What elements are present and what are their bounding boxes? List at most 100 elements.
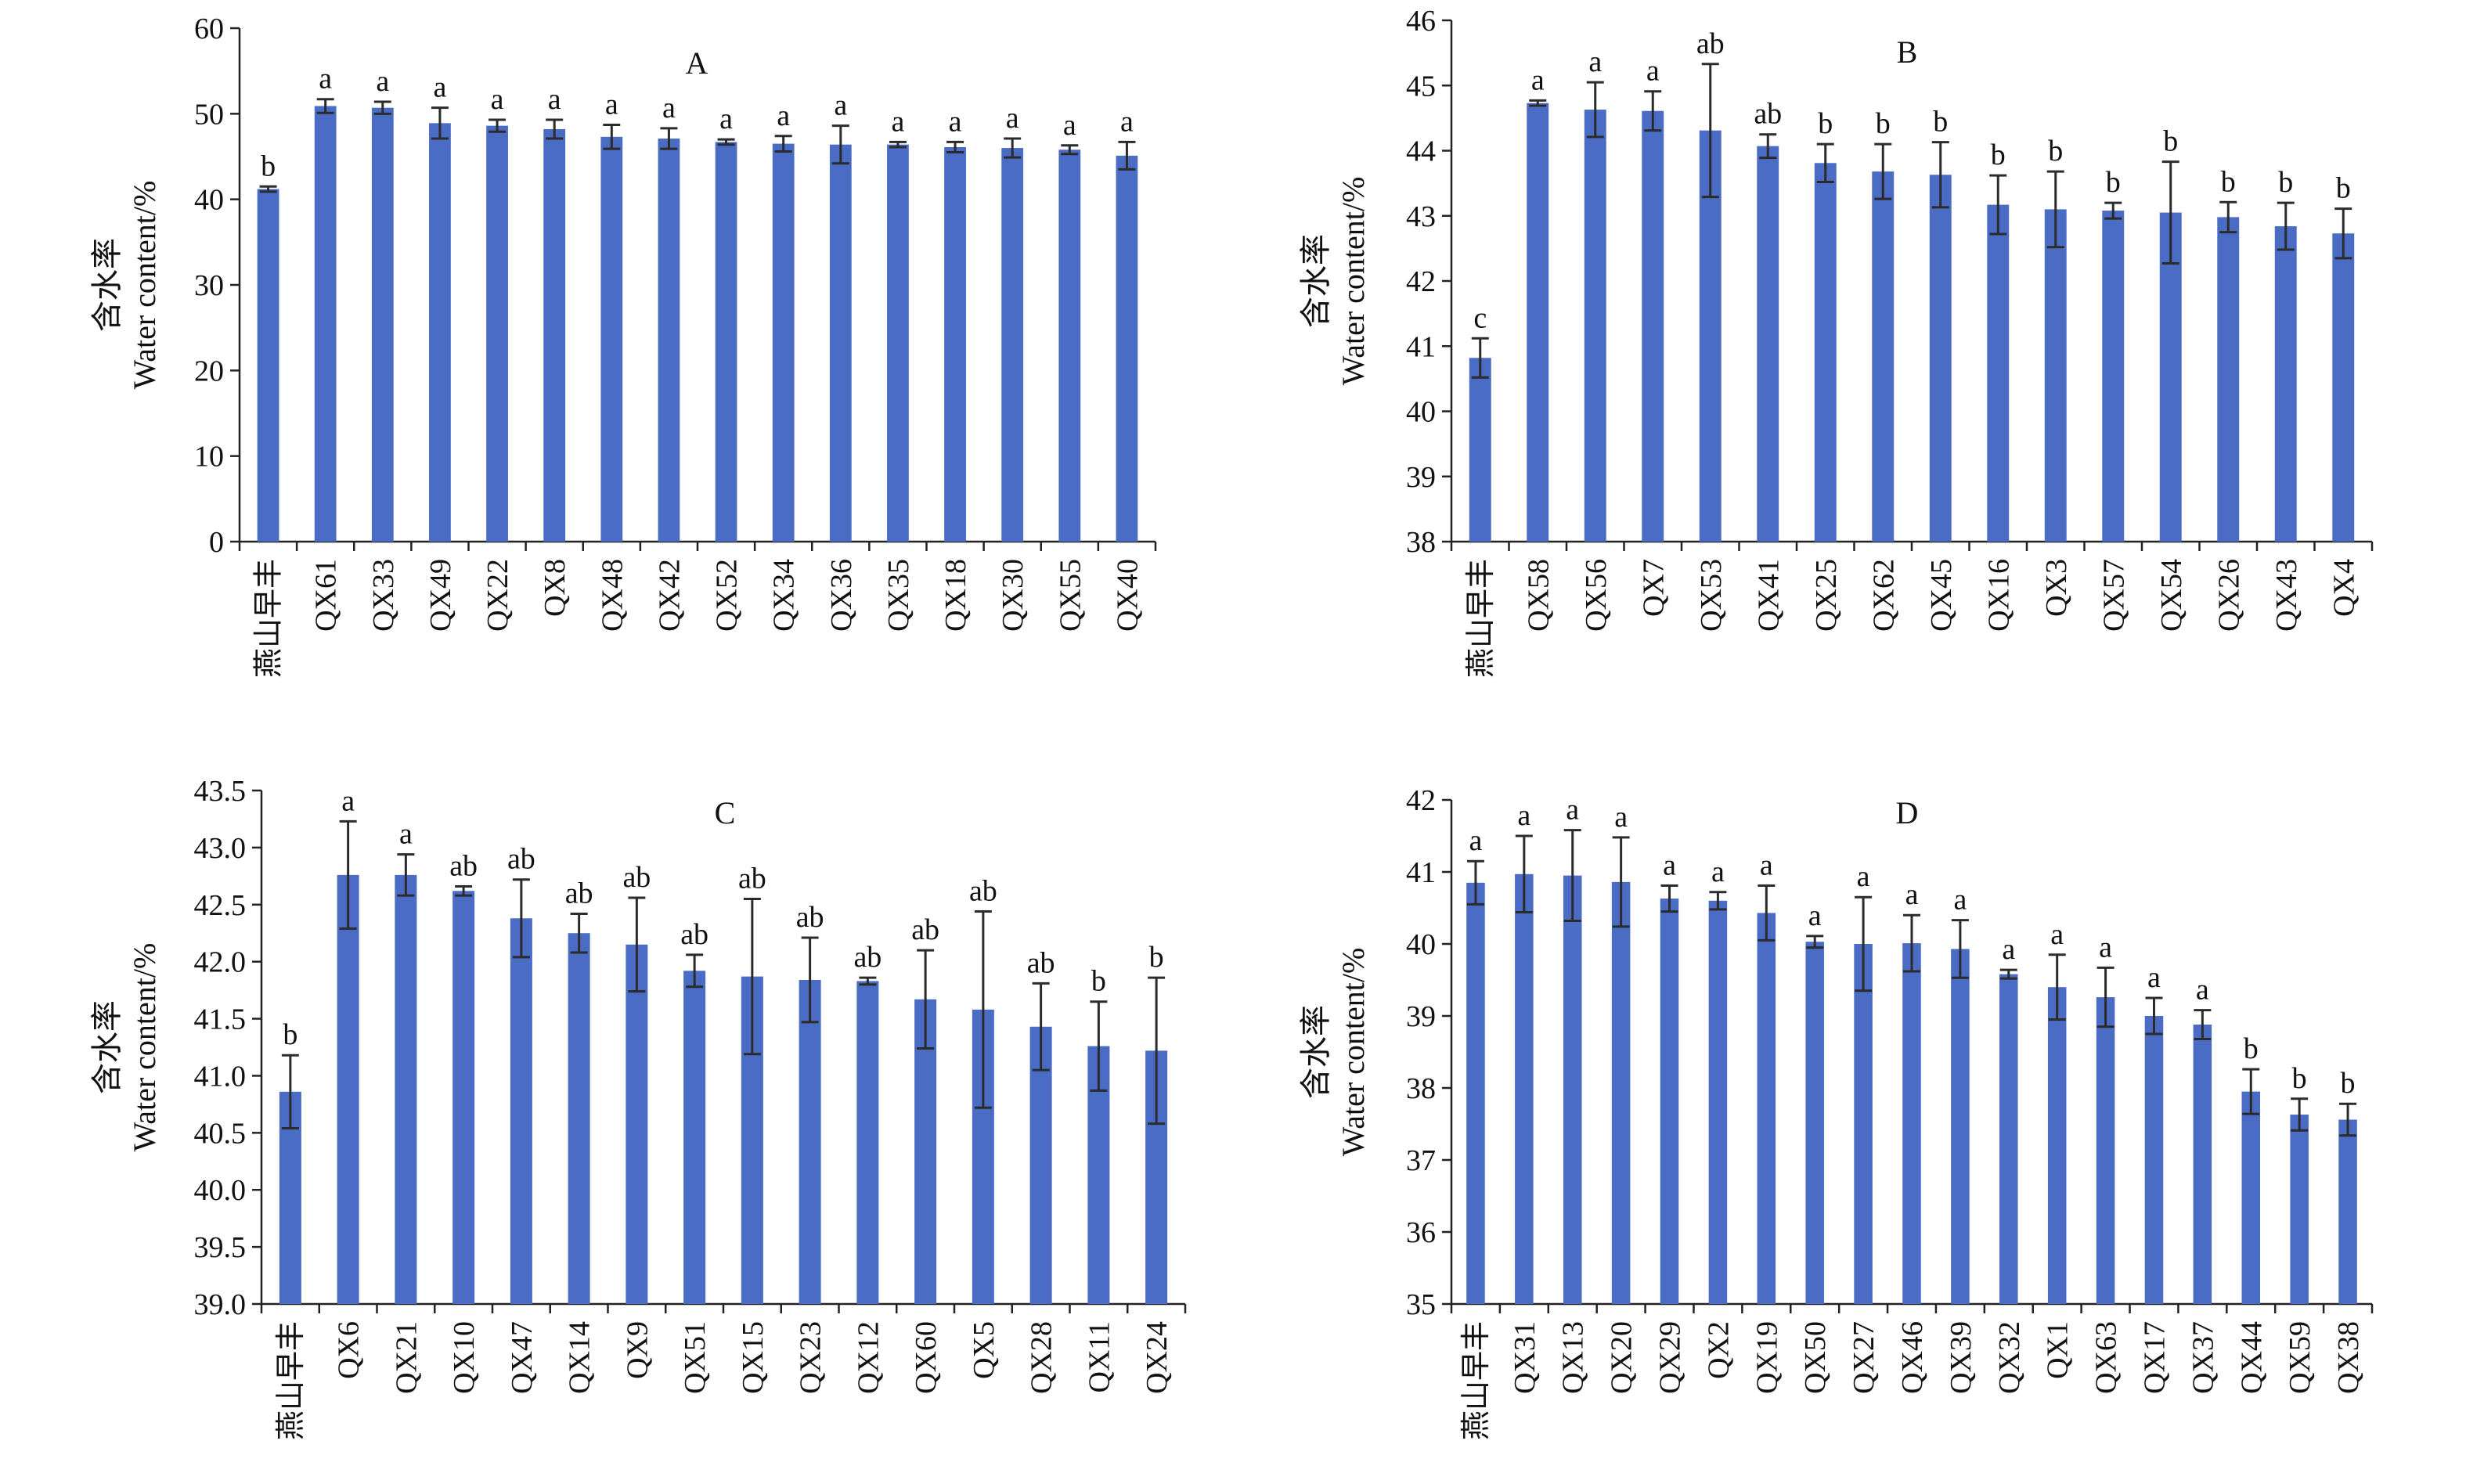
significance-label: a bbox=[777, 99, 790, 132]
bar bbox=[2338, 1119, 2357, 1304]
category-label: QX4 bbox=[2327, 559, 2360, 617]
category-label: QX21 bbox=[390, 1321, 423, 1394]
significance-label: b bbox=[261, 149, 276, 182]
bar bbox=[1951, 949, 1970, 1304]
bar bbox=[2193, 1025, 2212, 1304]
y-axis-title-cn: 含水率 bbox=[1298, 1005, 1333, 1099]
significance-label: ab bbox=[969, 875, 997, 908]
y-tick-label: 43 bbox=[1406, 200, 1436, 233]
category-label: QX50 bbox=[1799, 1321, 1832, 1394]
bar bbox=[510, 918, 532, 1304]
chart-panel-b: 38 39 40 41 42 43 44 45 46 c 燕山早丰 a QX58 a QX56 a QX7 ab Q… bbox=[1298, 5, 2374, 678]
category-label: QX59 bbox=[2284, 1321, 2316, 1394]
category-label: QX6 bbox=[333, 1321, 366, 1379]
panel-title: A bbox=[686, 45, 708, 81]
category-label: QX43 bbox=[2270, 559, 2303, 632]
category-label: QX37 bbox=[2187, 1321, 2219, 1394]
significance-label: b bbox=[1149, 941, 1164, 974]
significance-label: a bbox=[341, 784, 355, 817]
y-tick-label: 42 bbox=[1406, 265, 1436, 298]
y-tick-label: 42 bbox=[1406, 784, 1436, 817]
y-tick-label: 44 bbox=[1406, 135, 1436, 168]
y-tick-label: 36 bbox=[1406, 1216, 1436, 1249]
category-label: QX18 bbox=[939, 559, 972, 632]
category-label: QX17 bbox=[2138, 1321, 2171, 1394]
category-label: QX57 bbox=[2097, 559, 2130, 632]
bar bbox=[395, 874, 417, 1304]
category-label: QX48 bbox=[596, 559, 629, 632]
significance-label: a bbox=[2196, 974, 2209, 1007]
y-tick-label: 39 bbox=[1406, 461, 1436, 494]
significance-label: b bbox=[2048, 135, 2063, 167]
significance-label: b bbox=[2341, 1067, 2356, 1100]
significance-label: a bbox=[319, 63, 332, 95]
category-label: QX42 bbox=[653, 559, 686, 632]
significance-label: ab bbox=[911, 913, 939, 946]
significance-label: a bbox=[2099, 931, 2112, 964]
bar bbox=[626, 944, 648, 1304]
category-label: QX8 bbox=[539, 559, 571, 617]
bar bbox=[337, 874, 359, 1304]
bar bbox=[2274, 226, 2297, 542]
y-tick-label: 39.0 bbox=[194, 1288, 247, 1321]
category-label: QX58 bbox=[1522, 559, 1555, 632]
bar bbox=[429, 123, 451, 542]
bar bbox=[1584, 110, 1606, 542]
bar bbox=[944, 146, 966, 542]
bar bbox=[1999, 974, 2018, 1304]
significance-label: b bbox=[2221, 165, 2236, 198]
significance-label: b bbox=[1876, 107, 1891, 140]
bar bbox=[2159, 212, 2182, 542]
category-label: QX22 bbox=[481, 559, 514, 632]
y-tick-label: 41 bbox=[1406, 856, 1436, 889]
significance-label: a bbox=[1517, 799, 1530, 832]
significance-label: b bbox=[2292, 1062, 2307, 1095]
category-label: QX25 bbox=[1810, 559, 1843, 632]
panel-title: B bbox=[1897, 34, 1918, 70]
y-tick-label: 40 bbox=[194, 184, 224, 217]
category-label: QX33 bbox=[367, 559, 400, 632]
category-label: QX30 bbox=[997, 559, 1029, 632]
category-label: QX11 bbox=[1083, 1321, 1116, 1392]
bar bbox=[1058, 149, 1081, 542]
bar bbox=[257, 189, 279, 542]
panel-title: D bbox=[1896, 795, 1919, 830]
bar bbox=[772, 143, 795, 542]
bar bbox=[914, 999, 937, 1304]
y-tick-label: 60 bbox=[194, 13, 224, 45]
bar bbox=[314, 106, 337, 542]
significance-label: a bbox=[892, 105, 905, 138]
category-label: QX7 bbox=[1637, 559, 1670, 617]
significance-label: ab bbox=[1027, 946, 1055, 979]
bar bbox=[1469, 358, 1491, 542]
category-label: QX40 bbox=[1111, 559, 1144, 632]
category-label: QX52 bbox=[711, 559, 744, 632]
y-axis-title-en: Water content/% bbox=[1336, 948, 1371, 1157]
bar bbox=[1757, 913, 1776, 1304]
bar bbox=[1929, 175, 1952, 542]
y-tick-label: 41.5 bbox=[194, 1003, 247, 1036]
y-tick-label: 40.5 bbox=[194, 1117, 247, 1150]
significance-label: a bbox=[548, 83, 561, 116]
bar bbox=[1611, 881, 1631, 1304]
bar bbox=[600, 136, 623, 542]
y-tick-label: 42.0 bbox=[194, 946, 247, 979]
bar bbox=[2096, 997, 2115, 1304]
significance-label: a bbox=[1663, 848, 1676, 881]
significance-label: ab bbox=[622, 861, 651, 894]
significance-label: a bbox=[662, 92, 676, 124]
significance-label: a bbox=[1905, 878, 1919, 911]
significance-label: b bbox=[2163, 125, 2178, 158]
significance-label: ab bbox=[680, 918, 708, 951]
y-axis-title-en: Water content/% bbox=[1336, 177, 1371, 386]
significance-label: b bbox=[1818, 107, 1833, 140]
bar bbox=[452, 891, 475, 1304]
category-label: QX24 bbox=[1141, 1321, 1174, 1394]
bar bbox=[486, 125, 508, 542]
category-label: QX1 bbox=[2042, 1321, 2075, 1379]
category-label: QX36 bbox=[825, 559, 858, 632]
significance-label: a bbox=[2147, 961, 2161, 994]
bar bbox=[1872, 171, 1895, 542]
y-tick-label: 39 bbox=[1406, 1000, 1436, 1033]
significance-label: ab bbox=[565, 877, 593, 909]
